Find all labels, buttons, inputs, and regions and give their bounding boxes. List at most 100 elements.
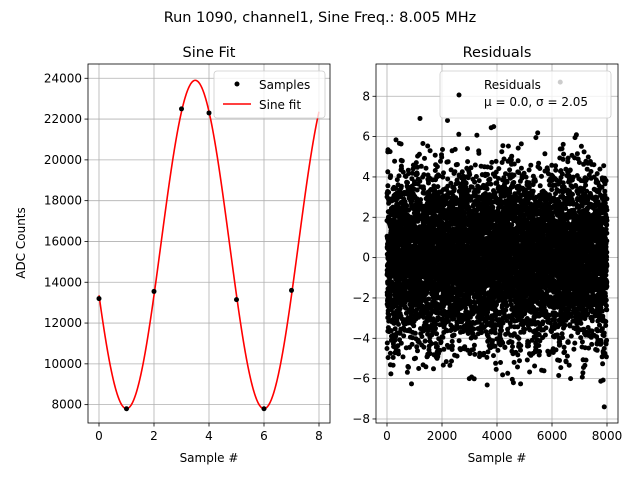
residual-point — [438, 339, 444, 345]
legend-samples-label: Samples — [259, 78, 310, 92]
residual-point — [451, 186, 457, 192]
residual-point — [387, 350, 393, 356]
residual-point — [473, 174, 479, 179]
residual-point — [417, 178, 423, 184]
residual-point — [434, 331, 440, 337]
residual-point — [414, 187, 420, 193]
y-tick-label: 24000 — [44, 71, 82, 85]
residual-points — [384, 79, 610, 410]
residual-point — [414, 171, 420, 177]
residual-point — [518, 165, 524, 171]
residual-point — [418, 197, 424, 203]
residual-point — [488, 181, 494, 187]
residual-point — [517, 358, 522, 364]
x-tick-label: 0 — [95, 429, 103, 443]
residual-point — [488, 165, 494, 171]
residual-point — [509, 153, 515, 159]
residual-point — [400, 169, 406, 175]
residual-point — [388, 328, 394, 334]
residual-point — [388, 173, 394, 179]
residual-point — [515, 364, 520, 370]
x-tick-label: 6 — [260, 429, 268, 443]
residual-point — [492, 330, 498, 336]
y-tick-label: 12000 — [44, 316, 82, 330]
residual-point — [454, 353, 460, 359]
residual-point — [393, 137, 399, 143]
residual-point — [515, 352, 521, 358]
residual-point — [384, 340, 390, 346]
sine-fit-legend-box — [213, 70, 326, 119]
sine-fit-title: Sine Fit — [183, 45, 236, 61]
residual-point — [484, 382, 490, 388]
sine-fit-plot-area — [96, 79, 320, 412]
residual-point — [434, 344, 440, 349]
residual-point — [439, 154, 445, 160]
residual-point — [515, 145, 521, 151]
sine-fit-y-label: ADC Counts — [14, 207, 28, 279]
residual-point — [413, 355, 418, 361]
y-tick-label: 20000 — [44, 153, 82, 167]
residual-point — [394, 177, 400, 183]
residual-point — [406, 171, 412, 177]
residual-point — [431, 183, 437, 189]
residual-point — [422, 338, 428, 344]
residual-point — [385, 183, 391, 189]
residual-point — [498, 360, 503, 365]
residual-point — [386, 312, 392, 318]
residual-point — [440, 147, 445, 152]
residual-point — [448, 167, 454, 173]
residual-point — [398, 340, 404, 346]
residual-point — [423, 364, 429, 370]
residual-point — [476, 178, 482, 184]
residual-point — [511, 172, 517, 178]
residual-point — [474, 132, 480, 138]
residual-point — [412, 330, 418, 336]
residual-point — [510, 344, 515, 350]
residual-point — [432, 152, 438, 158]
residual-point — [405, 180, 410, 186]
y-tick-label: 8000 — [51, 398, 82, 412]
residual-point — [433, 321, 439, 327]
sine-fit-legend: Samples Sine fit — [213, 70, 326, 119]
residual-point — [415, 348, 420, 354]
residual-point — [423, 165, 429, 171]
residual-point — [397, 306, 403, 312]
sine-fit-x-label: Sample # — [180, 451, 239, 465]
residual-point — [445, 318, 451, 324]
residual-point — [387, 149, 393, 155]
residual-point — [406, 364, 411, 370]
residual-point — [404, 369, 410, 375]
residual-point — [445, 176, 451, 182]
residual-point — [414, 164, 420, 170]
residual-point — [491, 353, 496, 359]
residual-point — [431, 366, 436, 372]
sample-point — [206, 110, 212, 116]
residual-point — [495, 347, 501, 353]
residual-point — [406, 207, 412, 213]
residual-point — [388, 371, 394, 377]
residual-point — [505, 370, 511, 376]
residual-point — [511, 359, 517, 365]
x-tick-label: 4 — [205, 429, 213, 443]
residual-point — [451, 332, 457, 338]
residual-point — [438, 158, 443, 164]
residual-point — [421, 186, 427, 192]
sample-point — [289, 287, 294, 293]
residual-point — [413, 160, 419, 166]
residual-point — [504, 179, 510, 185]
residual-point — [399, 158, 405, 164]
residual-point — [437, 347, 443, 353]
sample-point — [261, 406, 267, 412]
residual-point — [441, 308, 447, 314]
residual-point — [511, 161, 517, 167]
residual-point — [421, 344, 427, 350]
residuals-panel: Residuals 0 2000 4000 6000 8000 −8−6−4−20246… — [352, 45, 622, 465]
residual-point — [456, 338, 462, 344]
residual-point — [493, 366, 499, 372]
residual-point — [496, 166, 502, 172]
x-tick-label: 8 — [315, 429, 323, 443]
residual-point — [479, 330, 484, 336]
residual-point — [493, 360, 499, 366]
residual-point — [462, 344, 468, 350]
